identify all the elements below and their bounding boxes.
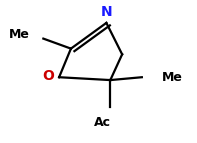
Text: Me: Me xyxy=(9,28,30,41)
Text: Ac: Ac xyxy=(94,117,111,129)
Text: N: N xyxy=(100,5,112,19)
Text: O: O xyxy=(42,69,54,83)
Text: Me: Me xyxy=(162,71,182,84)
